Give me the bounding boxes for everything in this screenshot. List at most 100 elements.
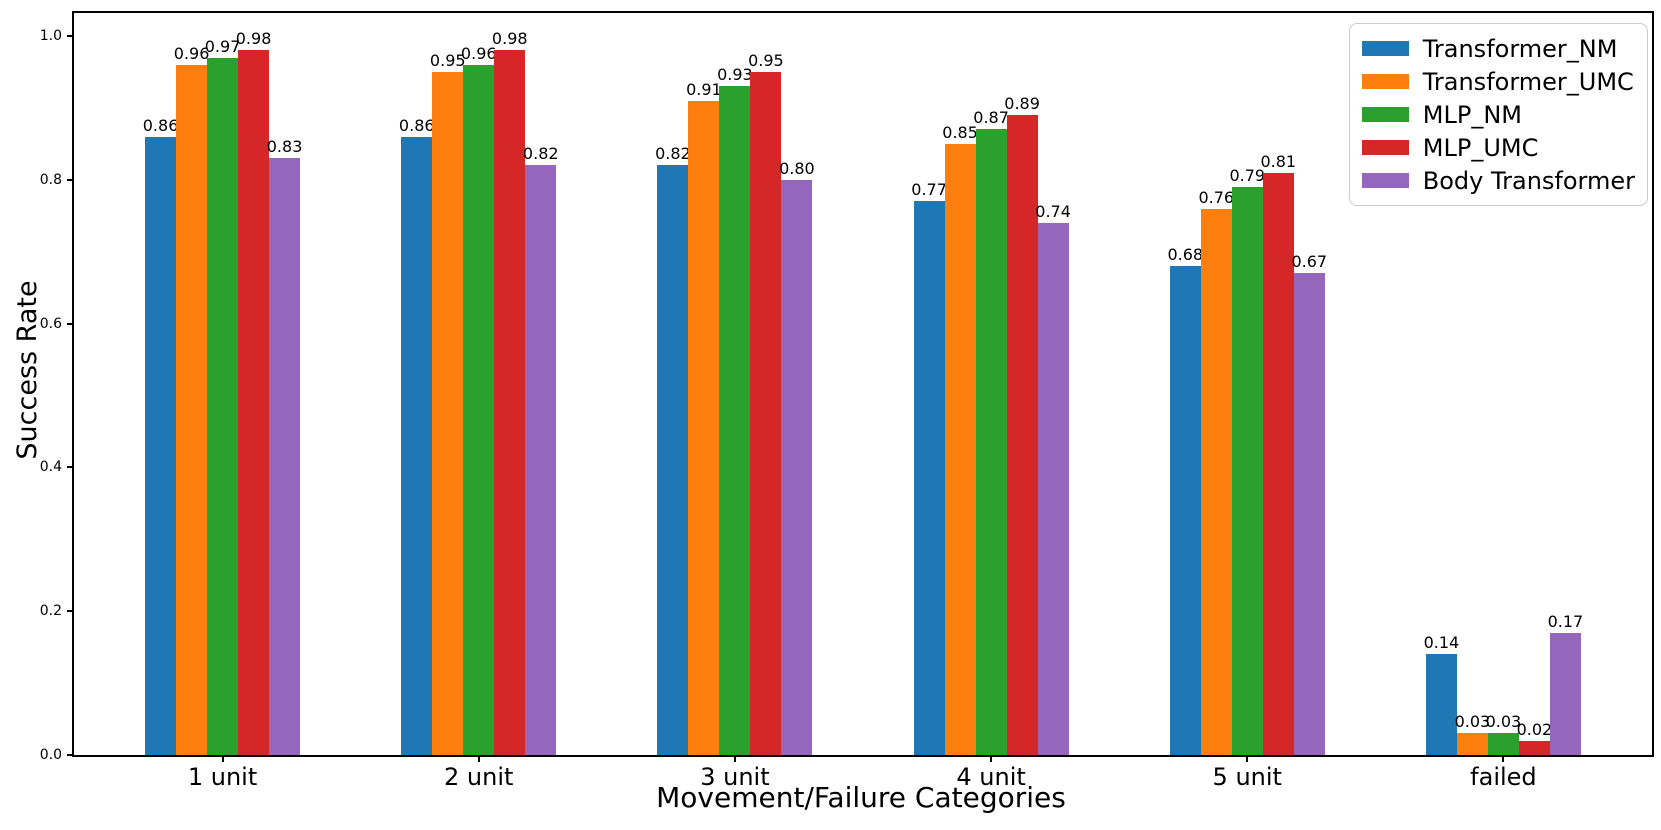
legend-swatch-icon: [1361, 41, 1409, 56]
bar-value-label: 0.76: [1198, 187, 1235, 207]
legend-swatch-icon: [1361, 74, 1409, 89]
x-tick: [733, 755, 736, 762]
bar-value-label: 0.95: [429, 50, 466, 70]
x-tick: [477, 755, 480, 762]
y-tick-label: 0.2: [39, 603, 62, 620]
bar: [1456, 733, 1488, 755]
x-axis-label: Movement/Failure Categories: [656, 781, 1066, 814]
bar: [657, 165, 689, 755]
bar-value-label: 0.67: [1291, 252, 1328, 272]
bar-value-label: 0.93: [717, 65, 753, 85]
bar-value-label: 0.98: [491, 29, 528, 49]
x-tick-label: 5 unit: [1212, 763, 1282, 791]
legend-label: Transformer_NM: [1422, 34, 1618, 63]
bar: [207, 57, 239, 755]
y-tick: [67, 466, 74, 469]
bar-value-label: 0.96: [460, 43, 497, 63]
bar-value-label: 0.14: [1423, 633, 1460, 653]
bar-value-label: 0.17: [1547, 611, 1584, 631]
legend-label: MLP_UMC: [1422, 133, 1539, 162]
bar-value-label: 0.81: [1260, 151, 1297, 171]
bar: [463, 64, 495, 755]
bar-value-label: 0.86: [398, 115, 435, 135]
x-tick-label: failed: [1470, 763, 1537, 791]
bar-value-label: 0.95: [748, 50, 784, 70]
x-tick-label: 3 unit: [700, 763, 770, 791]
bar-value-label: 0.89: [1004, 94, 1040, 114]
legend-label: MLP_NM: [1422, 100, 1522, 129]
legend-swatch-icon: [1361, 173, 1409, 188]
bar-value-label: 0.03: [1454, 712, 1491, 732]
legend-row: Body Transformer: [1361, 164, 1635, 197]
x-tick: [221, 755, 224, 762]
y-tick: [67, 178, 74, 181]
x-tick-label: 1 unit: [187, 763, 258, 791]
bar-value-label: 0.98: [235, 29, 272, 49]
bar-value-label: 0.91: [686, 79, 722, 99]
y-tick-label: 0.4: [39, 459, 62, 476]
bar: [494, 50, 526, 755]
bar: [238, 50, 270, 755]
bar: [1518, 740, 1550, 755]
legend-row: Transformer_UMC: [1361, 65, 1635, 98]
bar-value-label: 0.83: [266, 137, 303, 157]
y-tick-label: 0.8: [39, 171, 62, 188]
x-tick: [1502, 755, 1505, 762]
x-tick: [990, 755, 993, 762]
y-tick-label: 1.0: [39, 28, 62, 45]
legend-row: MLP_UMC: [1361, 131, 1635, 164]
y-tick: [67, 754, 74, 756]
bar: [1169, 266, 1201, 755]
bar-value-label: 0.85: [942, 122, 978, 142]
y-tick-label: 0.6: [39, 315, 62, 332]
bar: [1487, 733, 1519, 755]
bar-value-label: 0.03: [1485, 712, 1522, 732]
legend-row: Transformer_NM: [1361, 32, 1635, 65]
bar: [1231, 187, 1263, 755]
bar: [1200, 208, 1232, 755]
bar: [781, 179, 813, 755]
bar: [269, 158, 301, 755]
bar: [719, 86, 751, 755]
bar: [145, 136, 177, 755]
bar-value-label: 0.82: [522, 144, 559, 164]
bar: [525, 165, 557, 755]
legend-row: MLP_NM: [1361, 98, 1635, 131]
bar: [1293, 273, 1325, 755]
x-tick-label: 2 unit: [444, 763, 514, 791]
bar: [975, 129, 1007, 755]
bar: [1006, 115, 1038, 755]
legend-label: Body Transformer: [1422, 166, 1635, 195]
bar: [688, 100, 720, 755]
bar-value-label: 0.02: [1516, 719, 1553, 739]
bar-value-label: 0.87: [973, 108, 1009, 128]
legend-label: Transformer_UMC: [1422, 67, 1634, 96]
x-tick-label: 4 unit: [956, 763, 1026, 791]
bar-value-label: 0.68: [1167, 245, 1204, 265]
bar: [1425, 654, 1457, 755]
legend: Transformer_NM Transformer_UMC MLP_NM MLP_U…: [1348, 23, 1648, 206]
y-tick: [67, 322, 74, 325]
bar: [1037, 222, 1069, 755]
bar: [432, 71, 464, 755]
plot-area: Transformer_NM Transformer_UMC MLP_NM MLP_U…: [40, 11, 1654, 790]
bar: [750, 71, 782, 755]
bar-value-label: 0.97: [204, 36, 241, 56]
bar: [176, 64, 208, 755]
y-tick: [67, 35, 74, 38]
bar-value-label: 0.79: [1229, 166, 1266, 185]
bar: [401, 136, 433, 755]
bar-value-label: 0.96: [173, 43, 210, 63]
y-tick: [67, 610, 74, 613]
bar-value-label: 0.77: [911, 180, 947, 200]
x-tick: [1246, 755, 1249, 762]
y-tick-label: 0.0: [39, 747, 62, 763]
legend-swatch-icon: [1361, 140, 1409, 155]
bar: [1262, 172, 1294, 755]
bar-value-label: 0.86: [142, 115, 179, 135]
bar-value-label: 0.74: [1035, 201, 1071, 221]
bar: [913, 201, 945, 755]
legend-swatch-icon: [1361, 107, 1409, 122]
bar-value-label: 0.82: [655, 144, 691, 164]
